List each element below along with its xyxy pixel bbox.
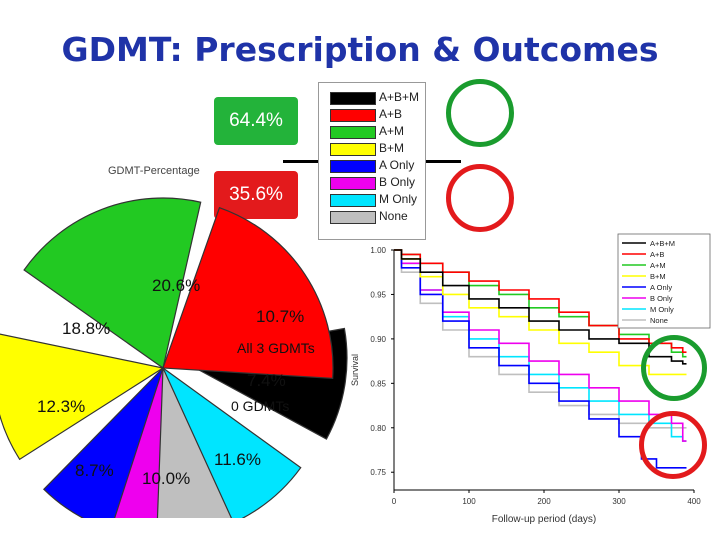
green-circle-chart [641,335,707,401]
page-title: GDMT: Prescription & Outcomes [61,30,659,69]
pie-slice-a-b [163,208,333,379]
legend-label: M Only [379,192,418,206]
legend-swatch [330,160,376,173]
pie-label-a-b: 20.6% [152,276,201,295]
legend-swatch [330,177,376,190]
red-circle-top [446,164,514,232]
km-legend-label: M Only [650,305,674,314]
pie-label-a-m: 18.8% [62,319,111,338]
pie-label-b-m: 12.3% [37,397,86,416]
all-gdmts-annotation: All 3 GDMTs [237,340,315,356]
legend-swatch [330,126,376,139]
legend-label: A Only [379,158,415,172]
legend-swatch [330,143,376,156]
y-axis-label: Survival [350,354,360,386]
pie-label-b-only: 10.0% [142,469,191,488]
pie-slice-a-m [24,198,201,368]
legend-label: A+B+M [379,90,420,104]
x-tick-label: 100 [462,497,476,506]
km-legend-label: A+M [650,261,666,270]
km-legend-label: None [650,316,668,325]
green-circle-top [446,79,514,147]
pie-label-a-only: 8.7% [75,461,114,480]
pie-label-m-only: 11.6% [214,450,261,469]
km-legend-box [617,233,711,329]
legend-swatch [330,109,376,122]
x-axis-label: Follow-up period (days) [492,514,597,525]
legend-label: A+M [379,124,405,138]
legend-swatch [330,194,376,207]
km-legend-label: B Only [650,294,673,303]
pie-label-none: 7.4% [247,371,286,390]
y-tick-label: 1.00 [370,246,386,255]
km-legend-label: A+B+M [650,239,675,248]
pie-slice-b-m [0,333,163,459]
legend-swatch [330,211,376,224]
legend-label: A+B [379,107,403,121]
y-tick-label: 0.95 [370,290,386,299]
x-tick-label: 200 [537,497,551,506]
pie-label-a-b-m: 10.7% [256,307,305,326]
pie-legend: A+B+M A+B A+M B+M A Only B Only M Only N… [318,82,426,240]
km-legend-label: B+M [650,272,666,281]
legend-label: None [379,209,408,223]
y-tick-label: 0.85 [370,379,386,388]
legend-swatch [330,92,376,105]
km-legend-label: A+B [650,250,664,259]
x-tick-label: 0 [392,497,397,506]
red-circle-chart [639,411,707,479]
legend-label: B+M [379,141,405,155]
zero-gdmts-annotation: 0 GDMTs [231,398,290,414]
y-tick-label: 0.80 [370,424,386,433]
x-tick-label: 400 [687,497,701,506]
x-tick-label: 300 [612,497,626,506]
pie-caption: GDMT-Percentage [108,165,200,177]
km-legend-label: A Only [650,283,672,292]
y-tick-label: 0.90 [370,335,386,344]
y-tick-label: 0.75 [370,468,386,477]
legend-label: B Only [379,175,416,189]
gdmt-64-percent-box: 64.4% [214,97,298,145]
